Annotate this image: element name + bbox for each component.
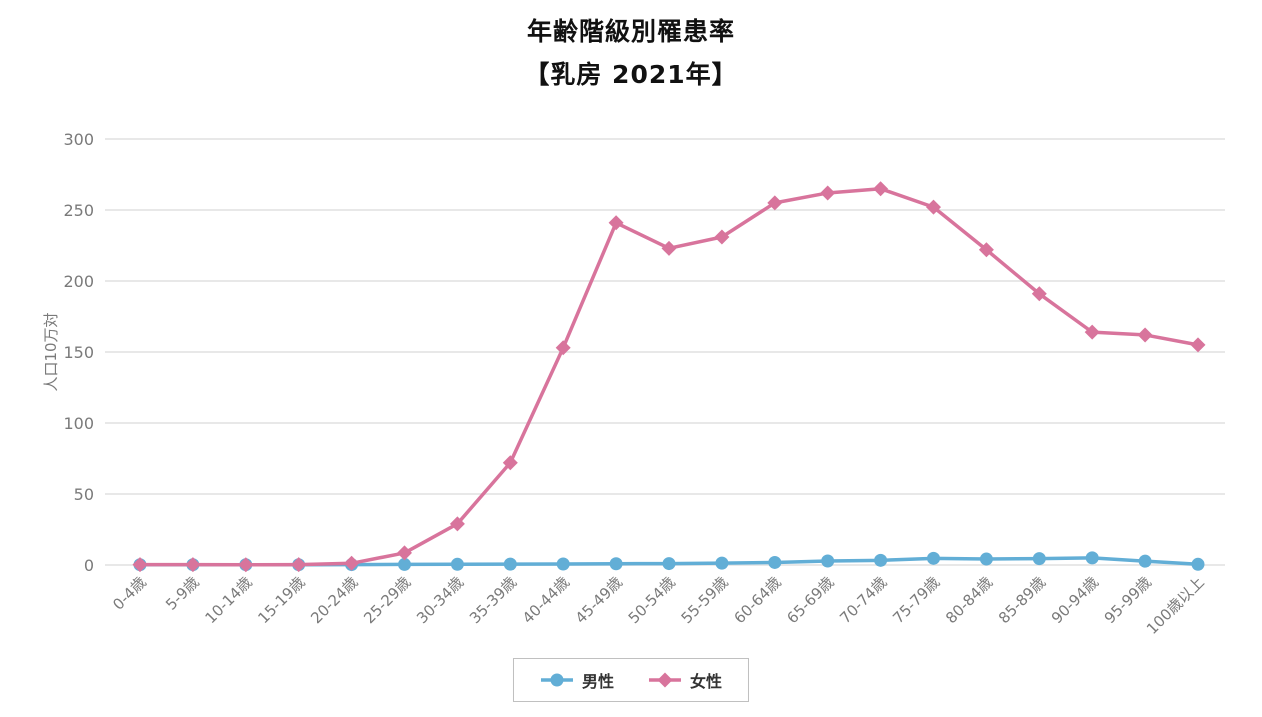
legend-item-male[interactable]: 男性 [540, 668, 614, 692]
female-data-point[interactable] [1031, 286, 1047, 302]
female-data-point[interactable] [661, 240, 677, 256]
x-tick-label: 75-79歳 [889, 573, 943, 627]
x-tick-label: 45-49歳 [572, 573, 626, 627]
y-tick-label: 300 [63, 130, 94, 149]
male-data-point[interactable] [1191, 557, 1205, 571]
x-tick-label: 60-64歳 [730, 573, 784, 627]
x-tick-label: 15-19歳 [254, 573, 308, 627]
female-data-point[interactable] [608, 215, 624, 231]
x-tick-label: 55-59歳 [678, 573, 732, 627]
male-data-point[interactable] [715, 556, 729, 570]
chart-title: 年齢階級別罹患率 [526, 17, 735, 46]
male-data-point[interactable] [662, 557, 676, 571]
x-tick-label: 90-94歳 [1048, 573, 1102, 627]
x-tick-label: 20-24歳 [307, 573, 361, 627]
female-data-point[interactable] [820, 185, 836, 201]
male-data-point[interactable] [609, 557, 623, 571]
female-data-point[interactable] [185, 557, 201, 573]
male-data-point[interactable] [503, 557, 517, 571]
female-data-point[interactable] [238, 557, 254, 573]
legend-label-female: 女性 [690, 672, 723, 691]
legend-label-male: 男性 [581, 672, 614, 691]
female-data-point[interactable] [291, 557, 307, 573]
female-data-point[interactable] [926, 199, 941, 215]
chart-canvas: 0 50 100 150 200 250 300 人口10万対 0-4歳 5-9歳10-14歳15… [42, 130, 1225, 638]
male-data-point[interactable] [556, 557, 570, 571]
female-data-point[interactable] [132, 557, 148, 573]
chart-legend: 男性 女性 [512, 658, 750, 702]
female-data-point[interactable] [978, 242, 994, 258]
chart-subtitle: 【乳房 2021年】 [524, 60, 738, 89]
male-data-point[interactable] [398, 557, 411, 571]
female-data-point[interactable] [449, 516, 465, 532]
y-tick-label: 250 [63, 201, 94, 220]
female-data-point[interactable] [502, 455, 518, 471]
female-series-marker-icon [649, 672, 681, 688]
x-tick-label: 25-29歳 [360, 573, 414, 627]
legend-item-female[interactable]: 女性 [648, 668, 722, 692]
male-data-point[interactable] [874, 553, 888, 567]
x-tick-label: 0-4歳 [109, 573, 150, 614]
female-data-point[interactable] [344, 555, 360, 571]
female-data-point[interactable] [1084, 324, 1100, 340]
male-data-point[interactable] [927, 551, 940, 565]
female-data-point[interactable] [873, 181, 889, 197]
x-tick-label: 40-44歳 [519, 573, 573, 627]
male-data-point[interactable] [1032, 552, 1046, 566]
x-tick-label: 70-74歳 [836, 573, 890, 627]
female-data-point[interactable] [1137, 327, 1153, 343]
x-tick-label: 95-99歳 [1101, 573, 1155, 627]
x-tick-label: 50-54歳 [625, 573, 679, 627]
male-data-point[interactable] [1138, 554, 1152, 568]
female-data-point[interactable] [555, 340, 571, 356]
chart-title-block: 年齢階級別罹患率 【乳房 2021年】 [0, 10, 1262, 96]
y-tick-label: 0 [84, 556, 94, 575]
x-tick-label: 80-84歳 [942, 573, 996, 627]
female-data-point[interactable] [397, 545, 412, 561]
male-data-point[interactable] [821, 554, 835, 568]
x-tick-label: 10-14歳 [201, 573, 255, 627]
female-data-point[interactable] [714, 229, 730, 245]
male-series-marker-icon [540, 673, 573, 687]
x-tick-label: 85-89歳 [995, 573, 1049, 627]
y-tick-label: 200 [63, 272, 94, 291]
x-tick-label: 30-34歳 [413, 573, 467, 627]
female-data-point[interactable] [1190, 337, 1206, 353]
male-data-point[interactable] [768, 555, 782, 569]
y-tick-label: 150 [63, 343, 94, 362]
female-data-point[interactable] [767, 195, 783, 211]
x-tick-label: 5-9歳 [162, 573, 203, 614]
y-tick-label: 100 [63, 414, 94, 433]
y-tick-label: 50 [74, 485, 94, 504]
male-data-point[interactable] [979, 552, 993, 566]
y-axis-title: 人口10万対 [42, 312, 60, 391]
male-data-point[interactable] [450, 557, 464, 571]
x-tick-label: 65-69歳 [783, 573, 837, 627]
x-tick-label: 35-39歳 [466, 573, 520, 627]
x-tick-label: 100歳以上 [1143, 573, 1208, 638]
male-data-point[interactable] [1085, 551, 1099, 565]
